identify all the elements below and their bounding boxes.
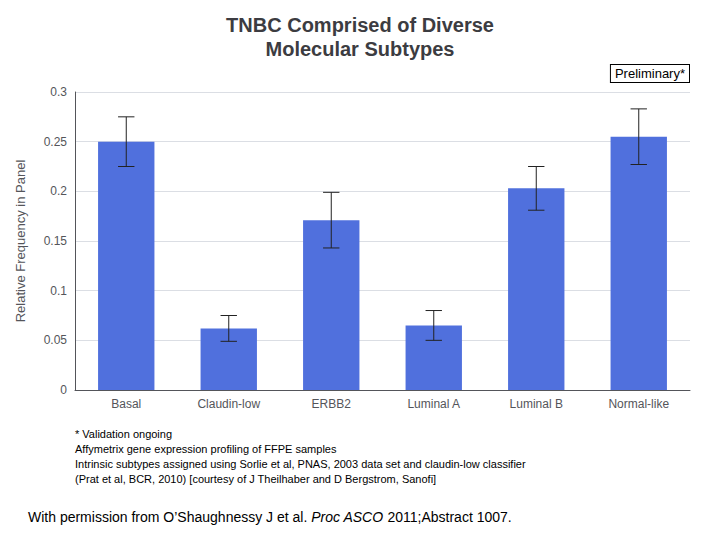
svg-text:Luminal A: Luminal A [407,397,460,411]
svg-text:* Validation ongoing: * Validation ongoing [75,428,172,440]
svg-text:Normal-like: Normal-like [608,397,669,411]
svg-text:With permission from O’Shaughn: With permission from O’Shaughnessy J et … [28,509,311,525]
svg-text:Preliminary*: Preliminary* [615,66,685,81]
svg-text:Claudin-low: Claudin-low [197,397,260,411]
svg-text:TNBC Comprised of Diverse: TNBC Comprised of Diverse [226,14,494,36]
svg-text:0.15: 0.15 [44,234,68,248]
svg-text:Molecular Subtypes: Molecular Subtypes [266,38,455,60]
svg-text:2011;Abstract 1007.: 2011;Abstract 1007. [384,509,512,525]
svg-text:0.3: 0.3 [50,85,67,99]
svg-text:Basal: Basal [111,397,141,411]
svg-text:0: 0 [60,383,67,397]
svg-text:0.1: 0.1 [50,284,67,298]
svg-text:0.05: 0.05 [44,333,68,347]
svg-text:Relative Frequency in Panel: Relative Frequency in Panel [13,160,28,323]
svg-text:Luminal B: Luminal B [510,397,563,411]
svg-text:0.25: 0.25 [44,135,68,149]
svg-text:Proc ASCO: Proc ASCO [311,509,383,525]
svg-text:Intrinsic subtypes assigned us: Intrinsic subtypes assigned using Sorlie… [75,458,526,470]
svg-text:(Prat et al, BCR, 2010) [court: (Prat et al, BCR, 2010) [courtesy of J T… [75,473,436,485]
svg-text:0.2: 0.2 [50,184,67,198]
svg-text:ERBB2: ERBB2 [312,397,352,411]
svg-text:Affymetrix gene expression pro: Affymetrix gene expression profiling of … [75,443,337,455]
